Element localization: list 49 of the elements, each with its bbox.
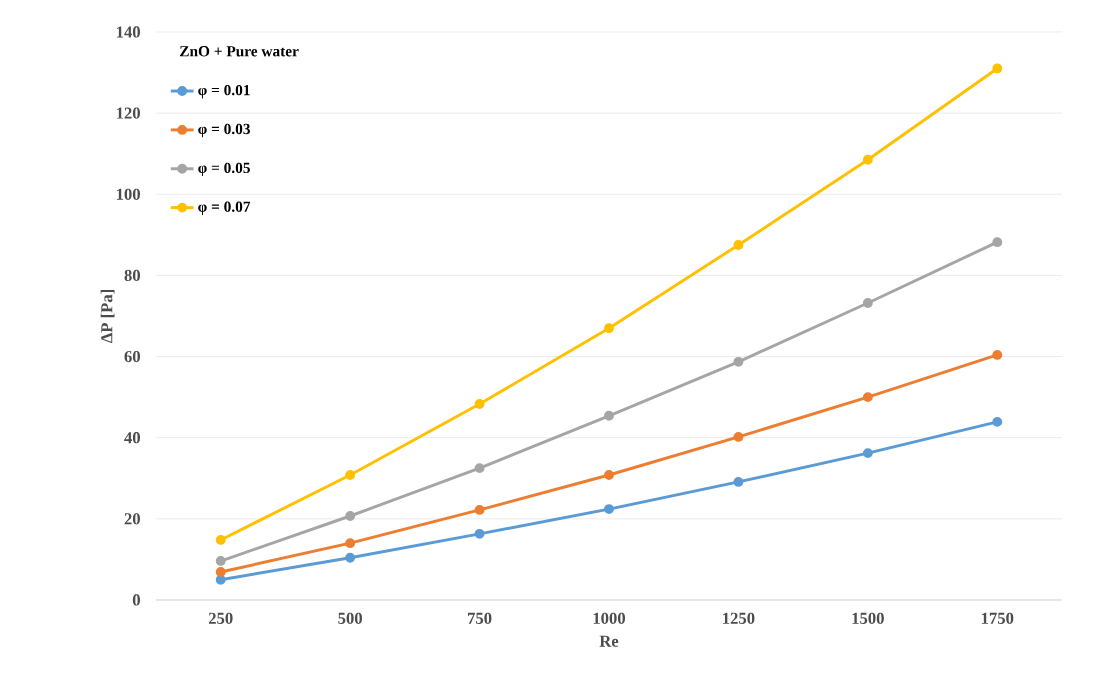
point [733,240,744,250]
x-tick-label: 1000 [593,612,626,624]
legend-label: φ = 0.01 [198,84,250,99]
point [345,511,356,521]
point [733,356,744,367]
legend-label: φ = 0.05 [198,162,250,177]
y-tick-label: 0 [132,594,140,606]
point [733,431,744,442]
point [345,552,356,563]
y-tick-label: 140 [116,26,140,38]
y-axis-title: ΔP [Pa] [100,290,115,343]
point [345,538,356,549]
point [345,470,356,480]
point [474,504,485,515]
point [992,350,1003,360]
point [215,535,226,545]
y-tick-label: 120 [116,107,140,119]
legend-label: φ = 0.07 [198,201,251,215]
point [862,392,873,403]
point [474,528,485,539]
point [215,567,226,577]
x-tick-label: 1500 [852,612,884,624]
point [862,298,873,308]
point [604,504,614,515]
x-tick-label: 750 [468,612,492,624]
y-tick-label: 80 [124,269,140,282]
point [992,416,1003,427]
point [215,556,226,566]
point [992,63,1003,74]
point [474,399,485,409]
x-axis-title: Re [599,635,619,647]
point [604,410,614,421]
y-tick-label: 100 [116,188,140,200]
point [474,463,485,474]
point [862,154,873,165]
y-tick-label: 20 [124,513,140,525]
legend-title: ZnO + Pure water [180,46,299,57]
y-tick-label: 60 [124,350,140,363]
x-tick-label: 1250 [723,612,755,624]
x-tick-label: 250 [208,612,233,624]
point [992,237,1003,248]
legend-label: φ = 0.03 [198,123,250,138]
point [604,323,614,334]
point [604,470,614,480]
point [862,448,873,459]
x-tick-label: 500 [338,612,363,624]
point [733,476,744,487]
x-tick-label: 1750 [981,612,1014,624]
y-tick-label: 40 [124,432,140,444]
